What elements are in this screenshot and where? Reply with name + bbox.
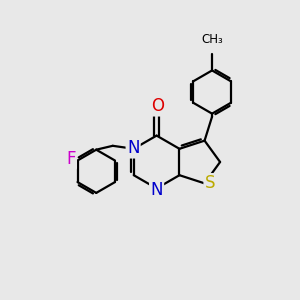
Text: N: N xyxy=(150,181,163,199)
Text: CH₃: CH₃ xyxy=(201,32,223,46)
Text: F: F xyxy=(66,150,76,168)
Text: O: O xyxy=(151,97,164,115)
Text: N: N xyxy=(127,139,140,157)
Text: S: S xyxy=(205,174,215,192)
